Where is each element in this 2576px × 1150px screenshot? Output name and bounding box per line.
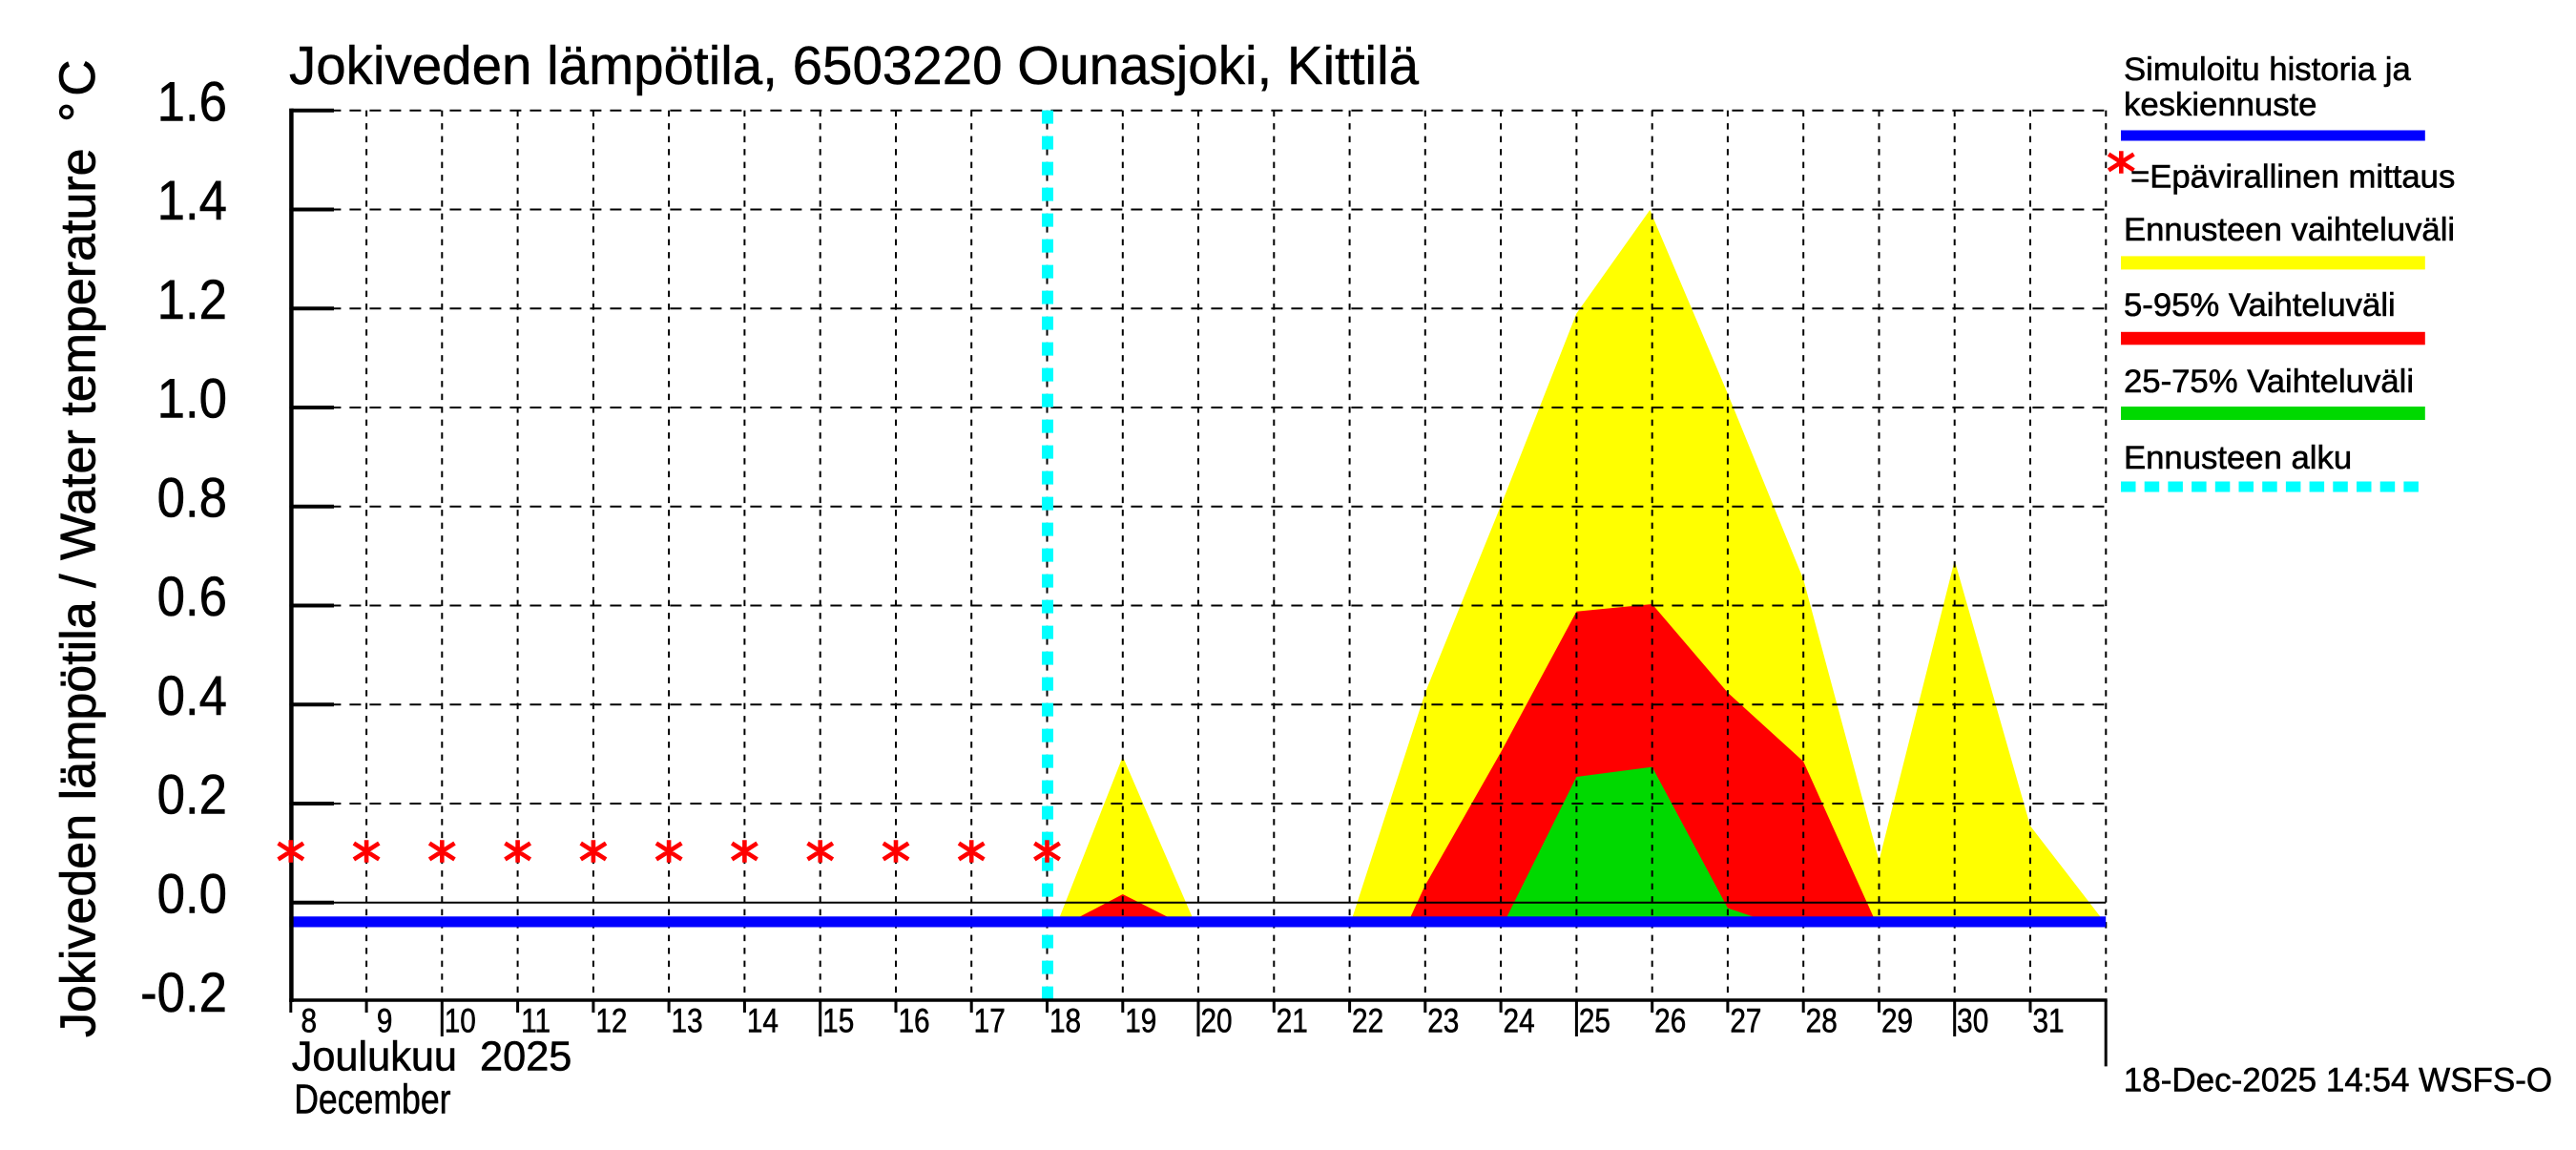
svg-text:23: 23	[1427, 1002, 1459, 1039]
svg-text:0.2: 0.2	[157, 763, 227, 826]
svg-text:20: 20	[1200, 1002, 1232, 1039]
svg-text:9: 9	[377, 1002, 393, 1039]
svg-text:31: 31	[2032, 1002, 2064, 1039]
svg-text:5-95% Vaihteluväli: 5-95% Vaihteluväli	[2124, 287, 2396, 324]
svg-text:25-75% Vaihteluväli: 25-75% Vaihteluväli	[2124, 364, 2414, 400]
svg-text:26: 26	[1654, 1002, 1686, 1039]
svg-text:Jokiveden lämpötila, 6503220 O: Jokiveden lämpötila, 6503220 Ounasjoki, …	[289, 35, 1420, 95]
svg-text:25: 25	[1579, 1002, 1610, 1039]
svg-text:0.4: 0.4	[157, 665, 227, 727]
svg-text:Ennusteen alku: Ennusteen alku	[2124, 440, 2352, 476]
svg-text:keskiennuste: keskiennuste	[2124, 87, 2316, 123]
svg-text:1.2: 1.2	[157, 269, 227, 331]
svg-text:15: 15	[822, 1002, 854, 1039]
svg-text:13: 13	[672, 1002, 703, 1039]
svg-text:Simuloitu historia ja: Simuloitu historia ja	[2124, 52, 2411, 88]
svg-text:8: 8	[301, 1002, 318, 1039]
svg-text:21: 21	[1277, 1002, 1308, 1039]
svg-text:-0.2: -0.2	[140, 962, 227, 1024]
svg-text:11: 11	[521, 1002, 551, 1039]
svg-text:17: 17	[974, 1002, 1006, 1039]
svg-text:27: 27	[1730, 1002, 1761, 1039]
svg-text:30: 30	[1957, 1002, 1988, 1039]
svg-text:28: 28	[1806, 1002, 1838, 1039]
svg-text:1.4: 1.4	[157, 170, 227, 232]
svg-text:16: 16	[898, 1002, 929, 1039]
svg-text:29: 29	[1881, 1002, 1913, 1039]
svg-text:19: 19	[1125, 1002, 1156, 1039]
svg-text:December: December	[294, 1077, 450, 1122]
svg-text:°C: °C	[50, 54, 106, 122]
svg-text:18: 18	[1049, 1002, 1081, 1039]
svg-text:0.6: 0.6	[157, 566, 227, 628]
svg-text:=Epävirallinen mittaus: =Epävirallinen mittaus	[2130, 159, 2455, 196]
svg-text:Jokiveden lämpötila / Water te: Jokiveden lämpötila / Water temperature	[52, 148, 107, 1037]
svg-text:22: 22	[1352, 1002, 1383, 1039]
svg-text:0.8: 0.8	[157, 467, 227, 529]
svg-text:10: 10	[445, 1002, 476, 1039]
svg-text:1.6: 1.6	[157, 71, 227, 133]
svg-text:12: 12	[595, 1002, 627, 1039]
svg-text:0.0: 0.0	[157, 863, 227, 925]
svg-text:1.0: 1.0	[157, 367, 227, 429]
svg-text:Joulukuu 2025: Joulukuu 2025	[292, 1035, 572, 1080]
svg-text:24: 24	[1504, 1002, 1535, 1039]
svg-text:Ennusteen vaihteluväli: Ennusteen vaihteluväli	[2124, 212, 2455, 248]
svg-text:14: 14	[747, 1002, 779, 1039]
svg-text:18-Dec-2025 14:54 WSFS-O: 18-Dec-2025 14:54 WSFS-O	[2124, 1062, 2552, 1099]
